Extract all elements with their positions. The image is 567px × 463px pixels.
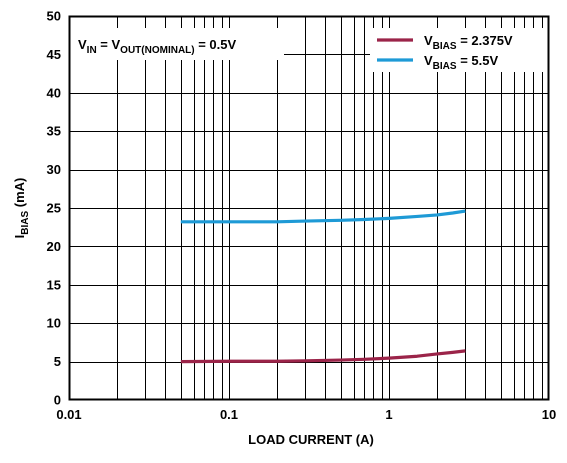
x-tick-label: 10 xyxy=(542,407,556,422)
label-text: = 5.5V xyxy=(457,53,499,68)
x-tick-label: 1 xyxy=(385,407,392,422)
subscript-text: IN xyxy=(87,45,97,56)
label-text: V xyxy=(424,53,433,68)
series-line-0 xyxy=(180,349,466,364)
y-axis-label: IBIAS (mA) xyxy=(12,178,31,239)
label-text: I xyxy=(12,235,27,239)
x-axis-label: LOAD CURRENT (A) xyxy=(248,432,374,447)
legend-label-1: VBIAS = 5.5V xyxy=(424,53,498,72)
y-tick-label: 10 xyxy=(47,316,61,331)
label-text: = V xyxy=(97,37,121,52)
y-axis-label-group: IBIAS (mA) xyxy=(12,178,31,239)
y-tick-label: 25 xyxy=(47,201,61,216)
legend-box xyxy=(370,28,548,72)
label-text: V xyxy=(78,37,87,52)
series-line-1 xyxy=(180,209,466,224)
label-text: = 0.5V xyxy=(195,37,237,52)
y-tick-label: 0 xyxy=(54,393,61,408)
subscript-text: BIAS xyxy=(433,61,457,72)
x-tick-label: 0.01 xyxy=(56,407,81,422)
label-text: = 2.375V xyxy=(457,33,513,48)
y-tick-label: 35 xyxy=(47,124,61,139)
annotation-box xyxy=(70,28,284,60)
y-tick-label: 30 xyxy=(47,162,61,177)
subscript-text: BIAS xyxy=(20,211,31,235)
plot-frame xyxy=(68,15,550,401)
label-text: (mA) xyxy=(12,178,27,211)
label-text: V xyxy=(424,33,433,48)
legend-label-0: VBIAS = 2.375V xyxy=(424,33,513,52)
y-tick-label: 45 xyxy=(47,47,61,62)
x-tick-label: 0.1 xyxy=(220,407,238,422)
y-tick-label: 40 xyxy=(47,85,61,100)
y-tick-label: 5 xyxy=(54,354,61,369)
y-tick-label: 15 xyxy=(47,277,61,292)
y-tick-label: 50 xyxy=(47,9,61,24)
annotation-text: VIN = VOUT(NOMINAL) = 0.5V xyxy=(78,37,236,56)
subscript-text: BIAS xyxy=(433,41,457,52)
subscript-text: OUT(NOMINAL) xyxy=(120,45,194,56)
y-tick-label: 20 xyxy=(47,239,61,254)
